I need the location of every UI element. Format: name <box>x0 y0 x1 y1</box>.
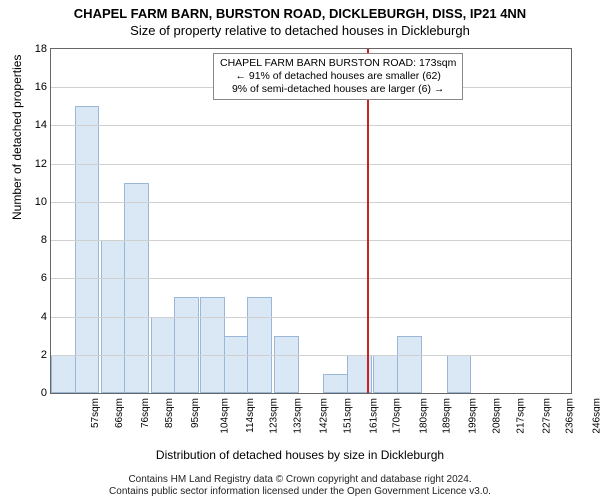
y-tick-label: 10 <box>35 196 47 208</box>
gridline <box>51 278 571 279</box>
y-axis-label: Number of detached properties <box>10 55 24 220</box>
x-tick-label: 132sqm <box>292 398 303 434</box>
histogram-bar <box>224 336 249 393</box>
y-tick-label: 18 <box>35 43 47 55</box>
footer-line2: Contains public sector information licen… <box>0 486 600 498</box>
histogram-bar <box>75 106 100 393</box>
x-tick-label: 208sqm <box>492 398 503 434</box>
y-tick-label: 4 <box>41 311 47 323</box>
x-tick-label: 217sqm <box>515 398 526 434</box>
x-tick-label: 95sqm <box>190 398 201 428</box>
histogram-bar <box>174 297 199 393</box>
y-tick-label: 6 <box>41 272 47 284</box>
x-axis-label: Distribution of detached houses by size … <box>0 448 600 462</box>
page-subtitle: Size of property relative to detached ho… <box>0 21 600 38</box>
histogram-bar <box>124 183 149 393</box>
x-tick-label: 246sqm <box>591 398 600 434</box>
x-tick-label: 114sqm <box>245 398 256 433</box>
page-title: CHAPEL FARM BARN, BURSTON ROAD, DICKLEBU… <box>0 0 600 21</box>
x-tick-label: 66sqm <box>114 398 125 428</box>
x-tick-label: 170sqm <box>392 398 403 434</box>
chart-bars <box>51 49 571 393</box>
histogram-bar <box>274 336 299 393</box>
gridline <box>51 202 571 203</box>
annotation-line2: ← 91% of detached houses are smaller (62… <box>220 70 456 83</box>
y-tick-label: 16 <box>35 81 47 93</box>
x-tick-label: 189sqm <box>442 398 453 434</box>
x-tick-label: 227sqm <box>541 398 552 434</box>
y-tick-label: 8 <box>41 234 47 246</box>
histogram-bar <box>51 355 76 393</box>
x-tick-label: 161sqm <box>368 398 379 434</box>
marker-line <box>367 49 369 393</box>
x-tick-label: 76sqm <box>140 398 151 428</box>
histogram-bar <box>247 297 272 393</box>
x-tick-label: 123sqm <box>269 398 280 434</box>
annotation-line3: 9% of semi-detached houses are larger (6… <box>220 83 456 96</box>
footer-attribution: Contains HM Land Registry data © Crown c… <box>0 474 600 498</box>
annotation-box: CHAPEL FARM BARN BURSTON ROAD: 173sqm ← … <box>213 53 463 100</box>
x-tick-label: 142sqm <box>319 398 330 434</box>
footer-line1: Contains HM Land Registry data © Crown c… <box>0 474 600 486</box>
y-tick-label: 0 <box>41 387 47 399</box>
gridline <box>51 355 571 356</box>
histogram-bar <box>447 355 472 393</box>
gridline <box>51 164 571 165</box>
histogram-bar <box>323 374 348 393</box>
gridline <box>51 240 571 241</box>
x-tick-label: 151sqm <box>342 398 353 434</box>
y-tick-label: 2 <box>41 349 47 361</box>
gridline <box>51 317 571 318</box>
x-tick-label: 236sqm <box>565 398 576 434</box>
x-tick-label: 85sqm <box>164 398 175 428</box>
x-tick-label: 57sqm <box>90 398 101 428</box>
histogram-bar <box>397 336 422 393</box>
chart-plot-area: 024681012141618 CHAPEL FARM BARN BURSTON… <box>50 48 572 394</box>
y-tick-label: 14 <box>35 119 47 131</box>
x-tick-label: 104sqm <box>219 398 230 434</box>
histogram-bar <box>373 355 398 393</box>
annotation-line1: CHAPEL FARM BARN BURSTON ROAD: 173sqm <box>220 57 456 70</box>
y-tick-label: 12 <box>35 158 47 170</box>
gridline <box>51 125 571 126</box>
x-tick-label: 199sqm <box>468 398 479 434</box>
x-tick-label: 180sqm <box>418 398 429 434</box>
histogram-bar <box>200 297 225 393</box>
